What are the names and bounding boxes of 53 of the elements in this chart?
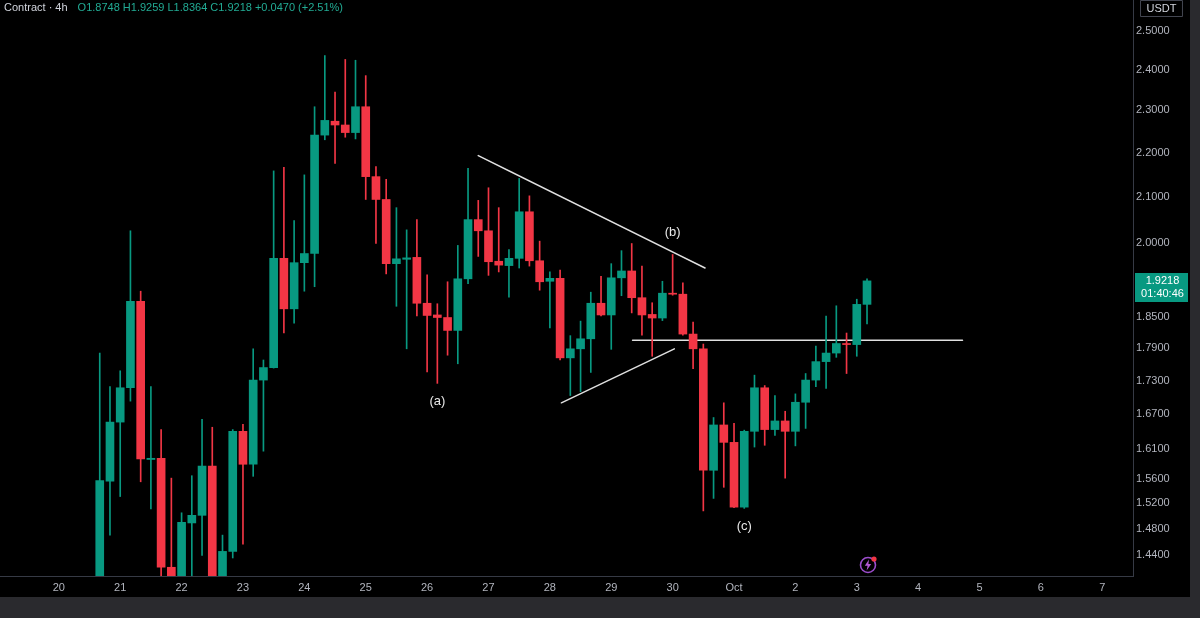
x-tick-label: 27 xyxy=(482,580,495,593)
y-axis-title: USDT xyxy=(1146,2,1177,15)
annotation: (c) xyxy=(736,517,752,533)
y-tick-label: 1.8500 xyxy=(1135,310,1170,323)
annotation: (a) xyxy=(429,392,446,408)
candlestick xyxy=(320,55,330,141)
x-tick-label: 3 xyxy=(853,580,860,593)
x-tick-label: 22 xyxy=(175,580,188,593)
text: 01:40:46 xyxy=(1141,286,1184,299)
y-tick-label: 1.5200 xyxy=(1135,496,1170,509)
x-tick-label: 26 xyxy=(420,580,434,593)
candlestick xyxy=(780,410,790,479)
x-tick-label: 5 xyxy=(976,580,983,593)
x-tick-label: 24 xyxy=(298,580,311,593)
candlestick xyxy=(545,271,555,329)
y-tick-label: 2.1000 xyxy=(1135,189,1170,202)
x-tick-label: Oct xyxy=(725,580,743,593)
y-tick-label: 1.4800 xyxy=(1135,521,1170,534)
annotation: (b) xyxy=(664,224,681,240)
chart-title: Contract · 4h xyxy=(4,1,68,14)
y-tick-label: 1.7300 xyxy=(1135,373,1170,386)
candlestick xyxy=(422,274,432,373)
y-tick-label: 1.7900 xyxy=(1135,341,1170,354)
x-tick-label: 25 xyxy=(359,580,372,593)
x-tick-label: 6 xyxy=(1037,580,1044,593)
candlestick xyxy=(831,305,841,358)
candlestick xyxy=(504,249,514,298)
y-tick-label: 1.4400 xyxy=(1135,547,1170,560)
candlestick xyxy=(770,395,780,436)
x-tick-label: 30 xyxy=(666,580,679,593)
x-tick-label: 20 xyxy=(52,580,65,593)
x-tick-label: 2 xyxy=(792,580,799,593)
y-tick-label: 1.6700 xyxy=(1135,407,1170,420)
y-tick-label: 2.0000 xyxy=(1135,236,1170,249)
candlestick xyxy=(821,315,831,389)
y-tick-label: 1.5600 xyxy=(1135,471,1170,484)
x-tick-label: 7 xyxy=(1099,580,1106,593)
x-tick-label: 4 xyxy=(915,580,922,593)
candlestick xyxy=(719,402,729,488)
x-tick-label: 23 xyxy=(236,580,250,593)
y-tick-label: 2.5000 xyxy=(1135,24,1170,37)
y-tick-label: 2.3000 xyxy=(1135,103,1170,116)
text: 1.9218 xyxy=(1145,273,1180,286)
x-tick-label: 21 xyxy=(114,580,127,593)
chart-subtitle: O1.8748 H1.9259 L1.8364 C1.9218 +0.0470 (+2.51%) xyxy=(77,1,344,14)
y-tick-label: 2.2000 xyxy=(1135,145,1170,158)
candlestick xyxy=(647,302,657,357)
candlestick xyxy=(340,59,350,138)
x-tick-label: 29 xyxy=(605,580,618,593)
x-tick-label: 28 xyxy=(543,580,556,593)
candlestick xyxy=(146,386,156,510)
y-tick-label: 2.4000 xyxy=(1135,63,1170,76)
y-tick-label: 1.6100 xyxy=(1135,441,1170,454)
